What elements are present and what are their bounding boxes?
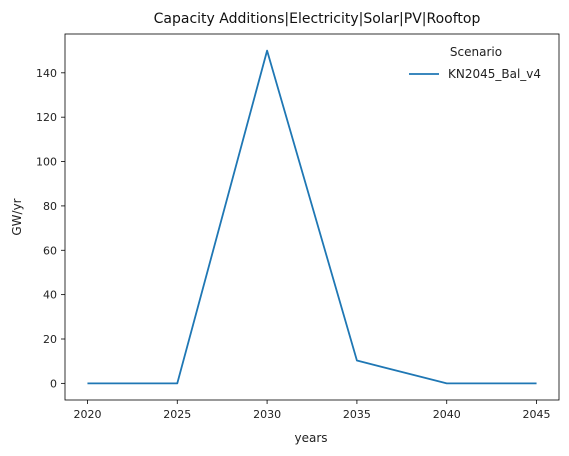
y-tick-label: 100 <box>36 156 57 169</box>
legend-entry: KN2045_Bal_v4 <box>448 67 541 81</box>
legend: Scenario KN2045_Bal_v4 <box>409 45 541 81</box>
chart-title: Capacity Additions|Electricity|Solar|PV|… <box>154 11 481 27</box>
x-tick-label: 2020 <box>73 408 101 421</box>
y-tick-label: 80 <box>43 200 57 213</box>
y-tick-label: 120 <box>36 111 57 124</box>
x-tick-label: 2025 <box>163 408 191 421</box>
x-tick-label: 2040 <box>433 408 461 421</box>
x-tick-label: 2035 <box>343 408 371 421</box>
series-line <box>87 49 537 385</box>
y-tick-label: 60 <box>43 244 57 257</box>
y-tick-label: 140 <box>36 67 57 80</box>
y-tick-label: 20 <box>43 333 57 346</box>
x-axis-label: years <box>294 431 327 445</box>
x-tick-label: 2045 <box>523 408 551 421</box>
legend-title: Scenario <box>450 45 502 59</box>
y-tick-label: 40 <box>43 289 57 302</box>
y-tick-label: 0 <box>50 377 57 390</box>
plot-area: 2020 2025 2030 2035 2040 20450204060801001201… <box>36 33 560 421</box>
x-tick-label: 2030 <box>253 408 281 421</box>
axes-frame <box>64 33 560 401</box>
y-axis-label: GW/yr <box>10 198 24 235</box>
